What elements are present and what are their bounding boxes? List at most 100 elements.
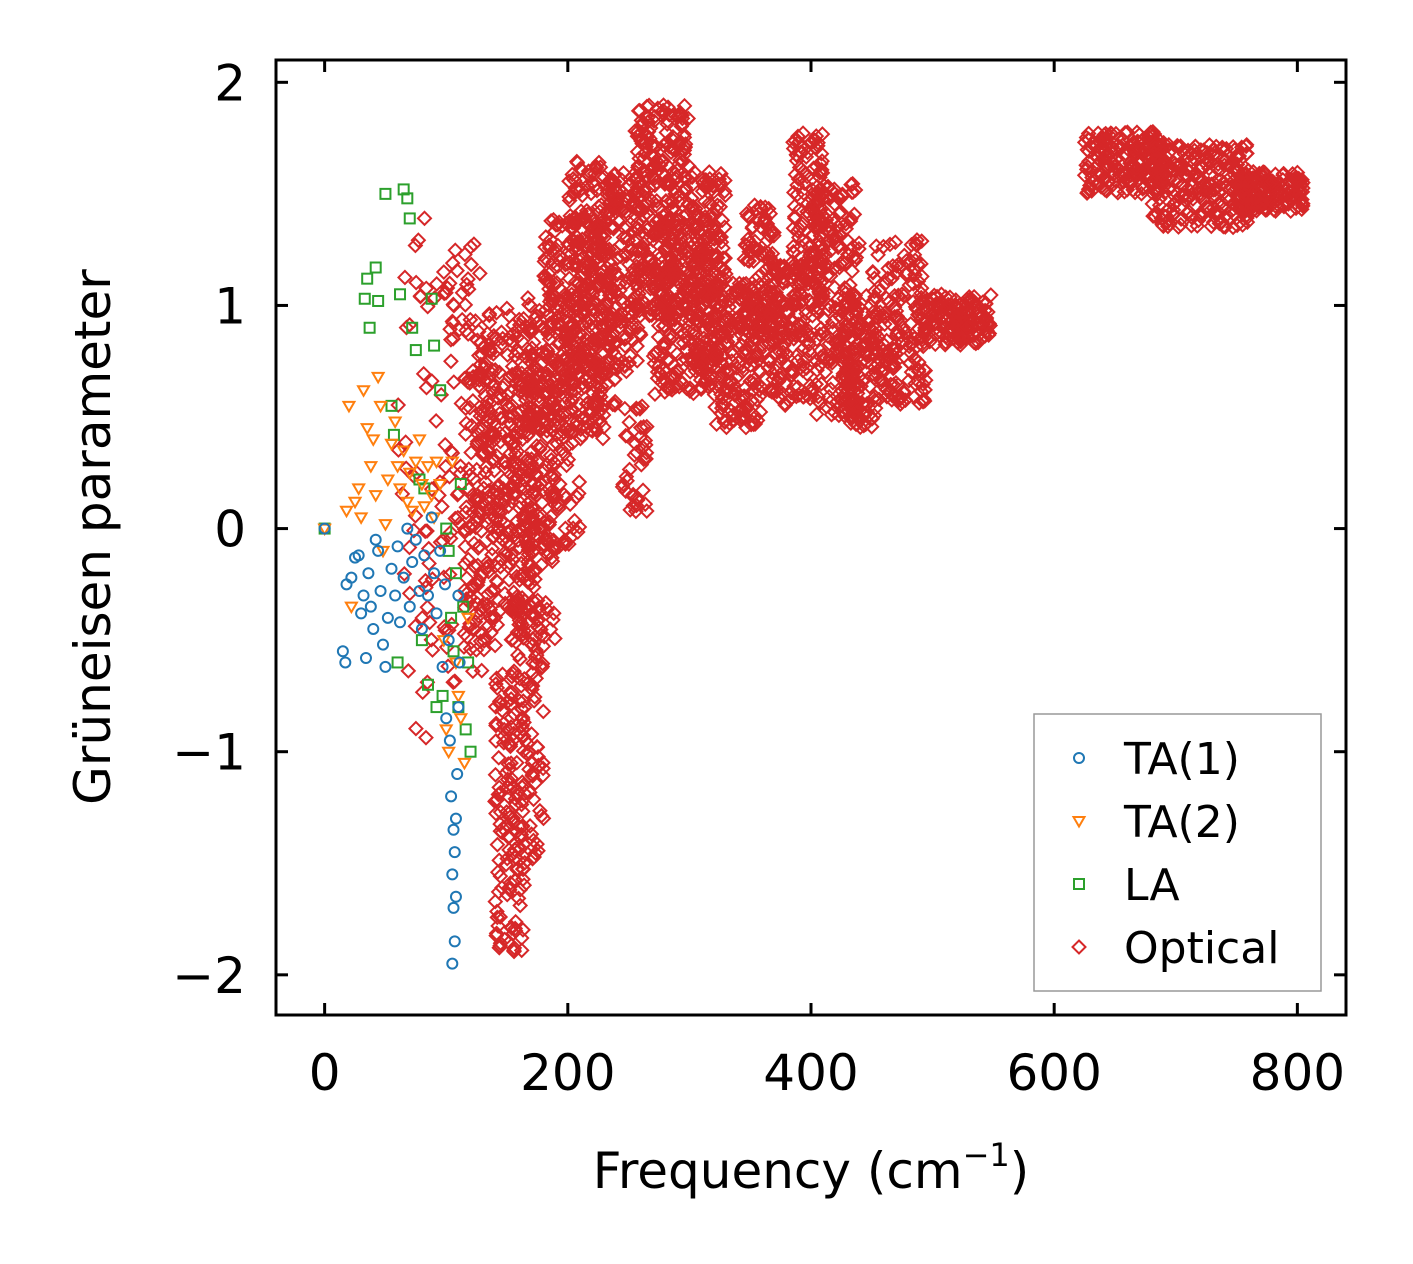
data-point [662,380,679,397]
data-point [429,456,444,470]
data-point [642,120,659,136]
data-point [550,320,567,337]
data-point [444,445,461,462]
data-point [804,307,821,324]
data-point [503,719,519,735]
data-point [806,132,823,149]
data-point [749,412,766,429]
data-point [750,268,767,285]
data-point [417,579,434,596]
data-point [773,329,789,346]
data-point [439,280,456,296]
data-point [457,538,474,555]
data-point [978,311,995,328]
data-point [742,357,759,374]
data-point [634,242,651,259]
data-point [684,350,701,367]
data-point [603,318,620,335]
data-point [1145,160,1162,177]
data-point [1094,178,1110,195]
data-point [827,230,844,247]
data-point [736,388,753,405]
data-point [855,373,871,390]
data-point [369,533,382,546]
y-tick-label: 1 [214,277,246,335]
data-point [906,389,923,405]
data-point [655,102,672,119]
data-point [818,211,835,228]
data-point [390,461,405,474]
data-point [457,400,474,417]
data-point [560,451,577,468]
data-point [507,871,524,888]
data-point [702,207,719,224]
data-point [785,245,802,261]
data-point [748,201,765,218]
data-point [406,321,419,334]
data-point [492,410,509,427]
data-point [339,505,354,519]
data-point [843,394,859,411]
data-point [1265,201,1282,218]
data-point [504,358,521,375]
data-point [682,380,698,397]
data-point [407,237,424,254]
data-point [445,790,458,803]
data-point [673,118,690,135]
data-point [713,176,730,192]
legend-label: TA(2) [1123,797,1240,848]
data-point [528,642,544,659]
data-point [615,164,632,181]
data-point [808,128,825,144]
data-point [500,398,517,415]
data-point [791,275,808,292]
data-point [1256,164,1273,181]
data-point [616,400,633,417]
data-point [707,348,724,365]
data-point [484,540,501,557]
data-point [508,454,525,471]
data-point [444,255,461,272]
data-point [700,233,717,250]
data-point [561,329,578,346]
data-point [835,326,852,343]
data-point [733,409,749,426]
data-point [777,375,794,392]
data-point [891,324,908,341]
data-point [416,210,433,227]
data-point [477,474,494,491]
data-point [628,497,645,514]
data-point [502,445,519,462]
data-point [585,235,602,252]
data-point [475,598,492,615]
data-point [790,306,806,323]
data-point [587,336,604,353]
data-point [808,331,825,348]
data-point [509,668,526,685]
data-point [785,261,802,278]
data-point [378,519,393,532]
data-point [489,836,506,853]
data-point [396,445,411,458]
data-point [559,349,576,366]
data-point [700,230,716,247]
data-point [476,641,492,658]
data-point [638,418,655,435]
data-point [478,459,494,476]
data-point [1187,138,1204,155]
data-point [627,194,643,211]
data-point [536,462,553,479]
data-point [460,271,476,287]
data-point [1081,153,1097,170]
data-point [714,212,731,229]
data-point [394,616,407,629]
series-ta2 [317,371,476,771]
data-point [471,372,488,389]
data-point [449,890,462,903]
data-point [526,692,543,709]
data-point [717,187,734,204]
data-point [352,549,365,562]
data-point [543,467,560,483]
data-point [547,496,563,513]
data-point [512,598,529,615]
